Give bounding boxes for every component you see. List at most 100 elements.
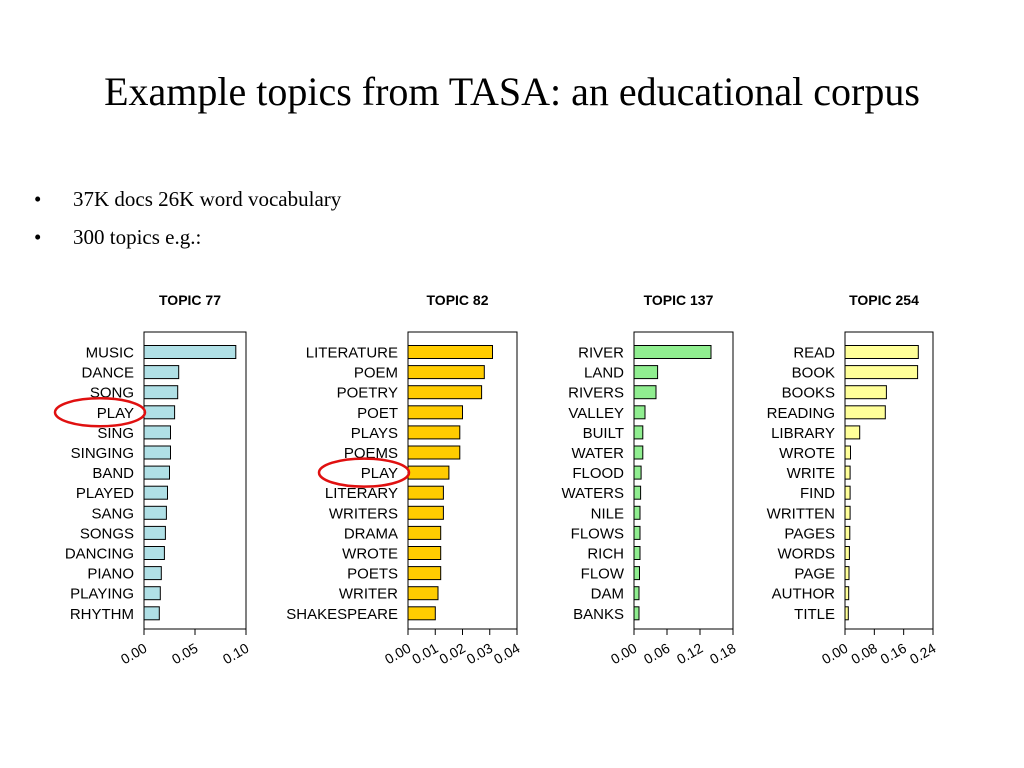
bar <box>844 465 851 480</box>
category-label: LITERATURE <box>306 345 398 362</box>
slide-title: Example topics from TASA: an educational… <box>104 69 920 114</box>
category-label: BOOK <box>792 365 835 382</box>
category-label: DAM <box>591 586 624 603</box>
category-label: WRITTEN <box>767 505 835 522</box>
category-label: POETS <box>347 566 398 583</box>
category-label: SANG <box>91 505 134 522</box>
category-label: PIANO <box>87 566 134 583</box>
bullet-dot: • <box>34 225 42 249</box>
category-label: MUSIC <box>86 345 135 362</box>
bar <box>407 546 442 560</box>
bar <box>633 546 641 560</box>
chart-frame <box>844 331 934 630</box>
bullet-dot: • <box>34 187 42 211</box>
bar <box>633 505 641 520</box>
highlight-ellipse <box>53 397 147 428</box>
category-label: DRAMA <box>344 525 398 542</box>
bar <box>143 586 161 601</box>
category-label: FLOWS <box>571 525 624 542</box>
bar <box>844 566 850 581</box>
category-label: FIND <box>800 485 835 502</box>
category-label: PLAY <box>97 405 134 422</box>
category-label: SING <box>97 425 134 442</box>
x-tick-label: 0.05 <box>169 640 201 668</box>
bar <box>143 546 165 560</box>
bar <box>407 606 436 621</box>
bar <box>844 445 851 460</box>
category-label: VALLEY <box>568 405 624 422</box>
bar <box>143 425 171 440</box>
category-label: AUTHOR <box>772 586 836 603</box>
bar <box>844 525 851 540</box>
category-label: RICH <box>587 546 624 563</box>
bar <box>143 465 170 480</box>
category-label: BAND <box>92 465 134 482</box>
category-label: SONGS <box>80 525 134 542</box>
bar <box>143 345 237 359</box>
bullet-text: 37K docs 26K word vocabulary <box>73 187 342 211</box>
bar <box>633 586 640 601</box>
bar <box>143 566 162 581</box>
x-tick-label: 0.06 <box>641 640 673 668</box>
x-tick-label: 0.24 <box>907 640 939 668</box>
bar <box>633 465 642 480</box>
bullet-list: • 37K docs 26K word vocabulary • 300 top… <box>34 184 341 260</box>
bar <box>143 485 168 500</box>
category-label: WATERS <box>562 485 625 502</box>
category-label: NILE <box>591 505 624 522</box>
bar <box>143 525 166 540</box>
x-tick-label: 0.12 <box>674 640 706 668</box>
bar <box>407 465 450 480</box>
bar <box>633 385 657 400</box>
bar <box>844 425 861 440</box>
bar <box>844 365 919 380</box>
bar <box>633 525 641 540</box>
chart-frame <box>633 331 734 630</box>
bar <box>633 485 642 500</box>
bar <box>633 445 644 460</box>
category-label: PLAY <box>361 465 398 482</box>
bar <box>407 586 439 601</box>
bar <box>407 345 493 359</box>
bar <box>844 546 850 560</box>
category-label: FLOOD <box>572 465 624 482</box>
category-label: WROTE <box>342 546 398 563</box>
highlight-ellipse <box>317 457 411 488</box>
bar <box>844 586 850 601</box>
bar <box>143 505 167 520</box>
x-tick-label: 0.18 <box>707 640 739 668</box>
category-label: WATER <box>572 445 625 462</box>
bar <box>844 405 886 420</box>
chart-title: TOPIC 77 <box>159 292 221 308</box>
bar <box>633 345 712 359</box>
bullet-item: • 37K docs 26K word vocabulary <box>34 184 341 222</box>
bar <box>844 345 919 359</box>
bar <box>844 606 849 621</box>
bar <box>844 505 851 520</box>
category-label: FLOW <box>581 566 625 583</box>
bar <box>143 445 171 460</box>
x-tick-label: 0.08 <box>848 640 880 668</box>
bar <box>143 606 160 621</box>
x-tick-label: 0.04 <box>491 640 523 668</box>
category-label: POETRY <box>337 385 398 402</box>
category-label: TITLE <box>794 606 835 623</box>
category-label: RHYTHM <box>70 606 134 623</box>
category-label: PLAYING <box>70 586 134 603</box>
bar <box>633 425 644 440</box>
category-label: LAND <box>584 365 624 382</box>
category-label: WRITERS <box>329 505 398 522</box>
bar <box>633 606 640 621</box>
chart-title: TOPIC 82 <box>427 292 489 308</box>
category-label: WORDS <box>778 546 836 563</box>
bar <box>633 566 640 581</box>
bar <box>407 365 485 380</box>
category-label: POEM <box>354 365 398 382</box>
category-label: READING <box>767 405 835 422</box>
x-tick-label: 0.16 <box>878 640 910 668</box>
x-tick-label: 0.00 <box>819 640 851 668</box>
bar <box>407 445 461 460</box>
category-label: RIVER <box>578 345 624 362</box>
category-label: LIBRARY <box>771 425 835 442</box>
